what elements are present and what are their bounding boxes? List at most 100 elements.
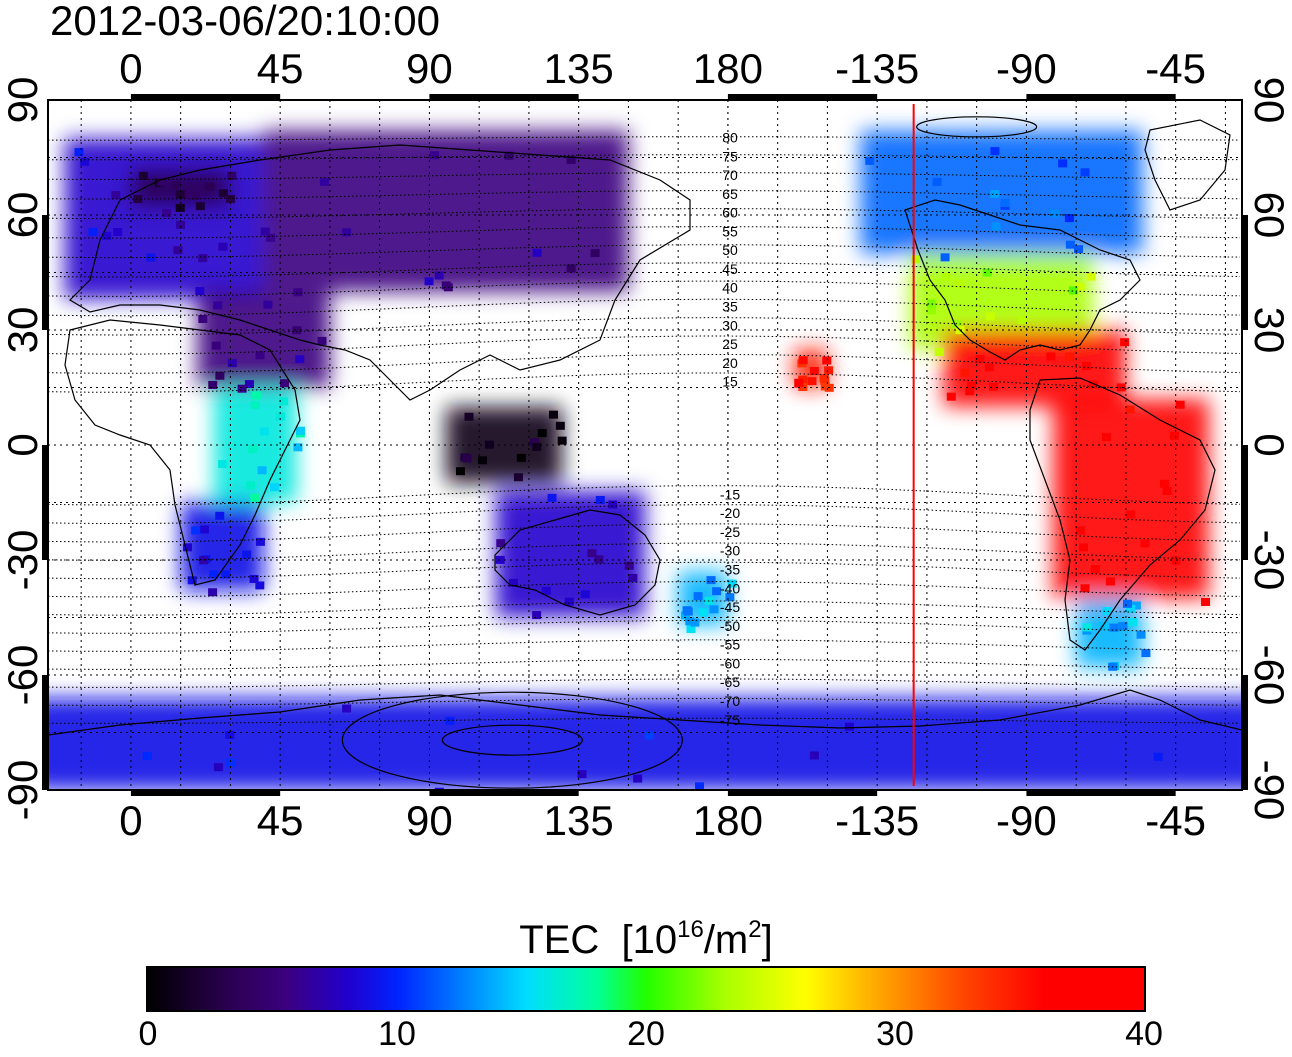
tec-pixel [221,570,231,579]
tec-pixel [1118,622,1128,631]
tec-pixel [624,561,634,570]
tec-pixel [566,155,576,164]
tec-pixel [934,347,944,356]
tec-pixel [251,391,261,400]
tec-pixel [257,466,267,475]
tec-pixel [263,300,273,309]
tec-pixel [244,380,254,389]
tec-pixel [975,354,985,363]
coast-antarctica [48,689,1242,736]
tec-pixel [989,382,999,391]
tec-pixel [1079,543,1089,552]
lon-tick-label-top: 135 [543,45,614,92]
tec-pixel [111,191,121,200]
axis-bar-right [1242,675,1248,790]
lon-tick-label-bottom: 180 [692,797,763,844]
lon-tick-label-top: 90 [406,45,453,92]
tec-pixel [820,382,830,391]
lon-tick-label-bottom: -45 [1145,797,1207,844]
axis-bar-top [1026,94,1176,100]
contour-label: 45 [722,261,738,277]
contour-label: -60 [720,655,740,671]
tec-pixel [142,751,152,760]
contour-label: -75 [720,712,740,728]
contour-line--65 [48,678,1241,688]
tec-pixel [1126,510,1136,519]
lat-tick-text: -30 [0,529,46,591]
axis-bar-top [727,94,878,100]
contour-line--15 [48,485,1241,506]
tec-pixel [1018,316,1028,325]
tec-pixel [1159,479,1169,488]
tec-region-canada [860,130,1143,254]
tec-pixel [496,539,506,548]
tec-pixel [982,268,992,277]
tec-pixel [1105,577,1115,586]
tec-pixel [683,607,693,616]
magnetic-latitude-contours [48,116,1241,789]
tec-pixel [218,189,228,198]
contour-line-40 [48,280,1241,297]
tec-pixel [547,493,557,502]
tec-pixel [844,722,854,731]
tec-pixel [255,581,265,590]
tec-pixel [319,177,329,186]
tec-pixel [445,716,455,725]
tec-pixel [1074,245,1084,254]
tec-pixel [965,387,975,396]
tec-pixel [709,605,719,614]
axis-bar-right [1242,445,1248,560]
contour-label: -55 [720,637,740,653]
colorbar-tick-label: 0 [138,1015,158,1053]
tec-pixel [317,336,327,345]
contour-label: 40 [722,280,738,296]
tec-pixel [984,363,994,372]
tec-pixel [991,222,1001,231]
contour-label: 35 [722,299,738,315]
tec-pixel [548,410,558,419]
tec-pixel [173,246,183,255]
contour-line--60 [48,658,1240,670]
tec-pixel [280,379,290,388]
tec-pixel [225,194,235,203]
tec-pixel [954,279,964,288]
colorbar-gradient [146,966,1146,1012]
contour-line--40 [48,581,1241,598]
tec-pixel [1065,240,1075,249]
tec-pixel [1131,601,1141,610]
contour-label: -65 [720,674,740,690]
coast-africa [64,319,301,586]
tec-pixel [1080,584,1090,593]
tec-pixel [608,500,618,509]
tec-pixel [1099,621,1109,630]
axis-bar-left [42,675,48,790]
contour-label: 60 [722,205,738,221]
tec-pixel [146,253,156,262]
tec-pixel [698,608,708,617]
tec-pixel [208,588,218,597]
contour-line-70 [48,172,1240,180]
contour-line-25 [48,335,1241,355]
tec-pixel [195,287,205,296]
tec-pixel [1162,486,1172,495]
tec-pixel [1076,526,1086,535]
tec-pixel [1068,286,1078,295]
tec-pixel [187,576,197,585]
tec-pixel [74,148,84,157]
tec-pixel [1075,282,1085,291]
tec-pixel [564,597,574,606]
tec-pixel [1128,618,1138,627]
tec-pixel [1136,630,1146,639]
tec-pixel [794,378,804,387]
lon-tick-label-top: -135 [835,45,920,92]
tec-pixel [865,156,875,165]
tec-pixel [1122,599,1132,608]
lat-tick-text: 90 [0,76,46,124]
tec-pixel [88,227,98,236]
coastlines [48,119,1242,736]
contour-line-15 [48,372,1241,393]
tec-pixel [199,525,209,534]
axis-bar-top [130,94,281,100]
colorbar-unit-exponent: 16 [677,916,704,943]
